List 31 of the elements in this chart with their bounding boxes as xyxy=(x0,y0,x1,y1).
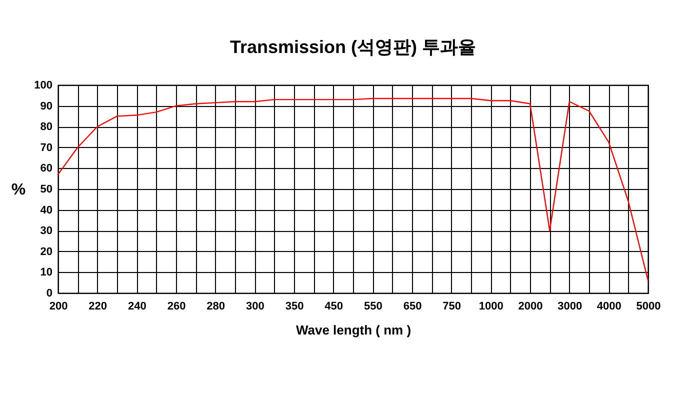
y-tick-label: 10 xyxy=(40,266,52,279)
x-tick-label: 2000 xyxy=(518,300,543,312)
x-tick-label: 350 xyxy=(285,300,304,312)
x-tick-label: 3000 xyxy=(558,300,582,312)
x-tick-label: 750 xyxy=(442,300,462,312)
y-tick-label: 20 xyxy=(40,246,52,258)
y-tick-label: 0 xyxy=(46,288,52,300)
x-tick-label: 260 xyxy=(167,300,186,312)
x-tick-label: 280 xyxy=(206,300,226,312)
x-tick-label: 650 xyxy=(403,300,422,312)
y-tick-label: 70 xyxy=(40,142,52,154)
x-tick-label: 220 xyxy=(88,300,108,312)
x-tick-label: 450 xyxy=(324,300,344,312)
y-tick-label: 50 xyxy=(40,184,52,196)
y-axis-title: % xyxy=(11,182,26,198)
x-tick-label: 5000 xyxy=(636,300,661,312)
y-tick-label: 90 xyxy=(40,100,52,112)
x-tick-label: 1000 xyxy=(478,300,504,312)
y-tick-label: 100 xyxy=(34,80,52,92)
x-tick-label: 550 xyxy=(364,300,382,312)
x-tick-label: 200 xyxy=(49,300,68,312)
x-axis-title: Wave length ( nm ) xyxy=(296,322,412,338)
y-tick-label: 80 xyxy=(40,121,52,134)
y-tick-label: 30 xyxy=(40,225,52,238)
x-tick-label: 240 xyxy=(128,300,146,312)
x-tick-label: 4000 xyxy=(596,300,622,312)
line-series xyxy=(57,98,649,282)
y-tick-label: 40 xyxy=(40,204,52,216)
x-tick-label: 300 xyxy=(246,300,264,312)
y-tick-label: 60 xyxy=(40,162,52,175)
chart-title: Transmission (석영판) 투과율 xyxy=(230,37,476,57)
